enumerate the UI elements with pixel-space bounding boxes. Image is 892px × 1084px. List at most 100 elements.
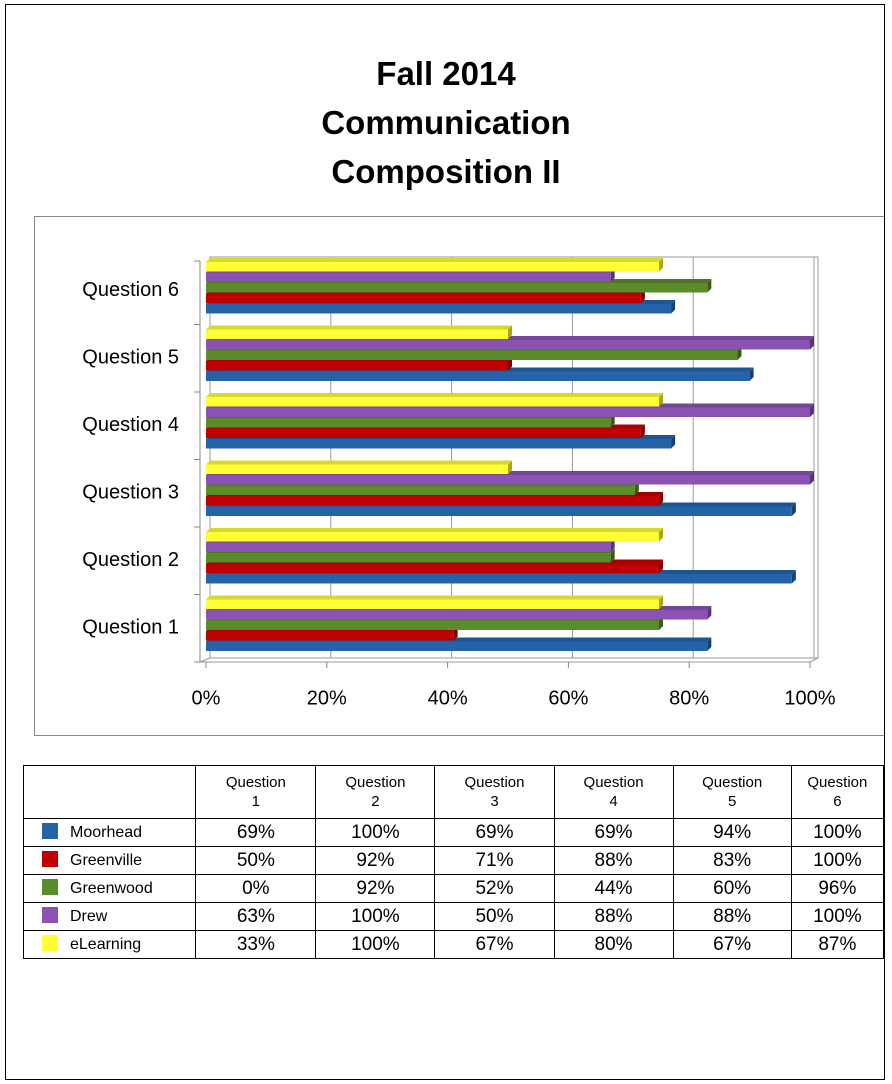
value-cell: 69% [434,818,555,847]
bar [206,340,810,350]
y-tick-label: Question 1 [82,617,179,639]
bar [206,563,659,573]
legend-label: Greenville [70,852,143,869]
bar-side [659,528,663,542]
legend-label: Drew [70,908,108,925]
title-line: Communication [321,104,571,141]
bar [206,574,792,584]
value-cell: 0% [195,874,317,903]
value-cell: 33% [195,930,317,959]
y-tick-label: Question 3 [82,482,179,504]
y-tick-label: Question 2 [82,549,179,571]
y-tick-label: Question 4 [82,414,179,436]
value-cell: 67% [672,930,792,959]
legend-label: Greenwood [70,880,153,897]
value-cell: 52% [434,874,555,903]
bar-side [640,289,645,303]
bar [206,610,708,620]
chart: 0% 20% 40% 60% 80% 100% Question 1 Question 2 Qu… [82,256,836,709]
legend-swatch [42,907,58,923]
legend-cell: Greenville [22,846,197,875]
value-cell: 50% [434,902,555,931]
bar-side [749,367,754,381]
legend-cell: Moorhead [22,818,197,847]
chart-title: Fall 2014 Communication Composition II [6,49,884,196]
bar [206,371,750,381]
bar-side [508,357,512,371]
bar [206,283,708,293]
bar [206,361,508,371]
bar [206,599,659,609]
legend-swatch [42,879,58,895]
value-cell: 67% [434,930,555,959]
value-cell: 83% [672,846,792,875]
legend-cell: Greenwood [22,874,197,903]
bar [206,407,810,417]
table-row: Greenwood 0% 92% 52% 44% 60% 96% [22,874,884,903]
value-cell: 60% [672,874,792,903]
header-row: Question 1 Question 2 Question 3 Question 4… [22,765,884,819]
bar [206,350,738,360]
bar [206,506,792,516]
value-cell: 92% [315,846,436,875]
legend-swatch [42,851,58,867]
value-cell: 100% [315,930,436,959]
header-text: Question 5 [702,774,763,810]
page: Fall 2014 Communication Composition II 0… [5,4,885,1080]
bar-side [810,336,814,350]
header-text: Question 6 [807,774,868,810]
bar-top [206,258,663,262]
bar-side [508,460,512,474]
value-cell: 71% [434,846,555,875]
bar [206,439,672,449]
bar-side [659,559,663,573]
bar [206,620,659,630]
legend-swatch [42,823,58,839]
x-tick-label: 80% [669,687,709,709]
bar-side [610,549,615,563]
value-cell: 87% [790,930,884,959]
bar-side [508,325,512,339]
header-text: Question 4 [583,774,644,810]
bar [206,475,810,485]
bar-top [206,460,512,465]
bar [206,272,611,282]
bar-top [206,595,663,600]
table-row: Drew 63% 100% 50% 88% 88% 100% [22,902,884,931]
header-cell: Question 4 [553,765,674,819]
value-cell: 100% [790,818,884,847]
header-cell: Question 2 [315,765,436,819]
bar [206,532,659,542]
legend-label: eLearning [70,936,142,953]
bar [206,418,611,428]
value-cell: 69% [553,818,674,847]
bar-side [810,403,814,417]
bar-side [634,481,639,495]
bar [206,631,454,641]
table-row: eLearning 33% 100% 67% 80% 67% 87% [22,930,884,959]
bar [206,428,641,438]
floor [199,657,819,663]
bar [206,641,708,651]
x-tick-label: 100% [784,687,835,709]
bar-top [206,528,663,532]
bar-side [610,268,615,282]
value-cell: 100% [790,846,884,875]
header-cell: Question 3 [434,765,555,819]
bar-side [810,471,814,485]
bar-side [671,300,676,314]
bar-side [659,258,663,272]
bar-side [610,414,615,428]
header-cell: Question 5 [672,765,792,819]
value-cell: 80% [553,930,674,959]
data-table: Question 1 Question 2 Question 3 Question 4… [22,765,884,959]
chart-area: 0% 20% 40% 60% 80% 100% Question 1 Question 2 Qu… [34,216,884,736]
bar-side [791,502,796,516]
bar-side [659,492,663,506]
header-cell: Question 6 [790,765,884,819]
bar-side [640,424,645,438]
table-row: Moorhead 69% 100% 69% 69% 94% 100% [22,818,884,847]
bar [206,304,672,314]
bar [206,485,635,495]
value-cell: 63% [195,902,317,931]
